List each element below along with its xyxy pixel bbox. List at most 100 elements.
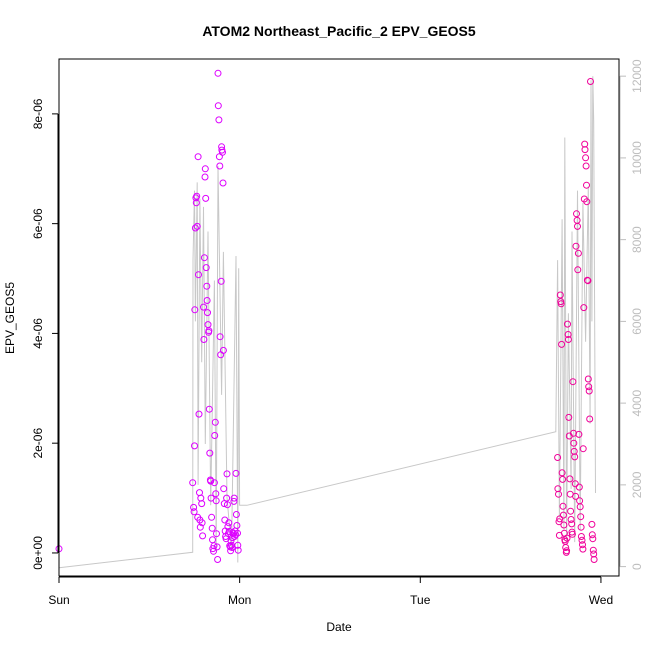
data-point bbox=[580, 304, 588, 312]
data-point bbox=[193, 192, 201, 200]
data-point bbox=[194, 153, 202, 161]
data-point bbox=[208, 524, 216, 532]
data-point bbox=[581, 146, 589, 154]
data-point bbox=[577, 513, 585, 521]
data-point bbox=[585, 387, 593, 395]
data-point bbox=[571, 453, 579, 461]
data-point bbox=[191, 306, 199, 314]
data-point bbox=[214, 102, 222, 110]
data-point bbox=[202, 194, 210, 202]
data-point bbox=[564, 336, 572, 343]
data-point bbox=[579, 445, 587, 453]
data-point bbox=[210, 479, 218, 487]
data-point bbox=[233, 522, 241, 529]
data-point bbox=[219, 148, 226, 156]
data-point bbox=[575, 483, 583, 491]
data-point bbox=[189, 479, 197, 487]
chart-title: ATOM2 Northeast_Pacific_2 EPV_GEOS5 bbox=[202, 23, 476, 39]
data-point bbox=[574, 249, 582, 257]
points-layer bbox=[55, 69, 598, 563]
data-point bbox=[219, 179, 227, 187]
x-tick-label: Mon bbox=[228, 593, 251, 607]
data-point bbox=[223, 501, 231, 509]
x-tick-label: Tue bbox=[410, 593, 431, 607]
data-point bbox=[191, 224, 199, 232]
data-point bbox=[563, 547, 571, 555]
data-point bbox=[200, 254, 208, 262]
data-point bbox=[230, 497, 238, 505]
data-point bbox=[564, 331, 572, 338]
y2-tick-label: 2000 bbox=[630, 471, 644, 498]
data-point bbox=[583, 181, 590, 189]
data-point bbox=[211, 432, 219, 439]
data-point bbox=[562, 544, 570, 551]
data-point bbox=[224, 523, 232, 531]
data-point bbox=[588, 531, 596, 539]
data-point bbox=[570, 439, 578, 447]
data-point bbox=[198, 519, 206, 527]
data-point bbox=[558, 340, 566, 348]
altitude-layer bbox=[58, 76, 596, 569]
data-point bbox=[203, 297, 211, 304]
data-point bbox=[579, 541, 586, 549]
data-point bbox=[190, 508, 198, 516]
data-point bbox=[210, 542, 218, 550]
data-point bbox=[565, 413, 573, 421]
data-point bbox=[214, 69, 222, 77]
data-point bbox=[200, 303, 207, 311]
data-point bbox=[217, 277, 225, 285]
data-point bbox=[201, 173, 209, 181]
data-point bbox=[575, 430, 583, 438]
data-point bbox=[234, 541, 242, 549]
data-point bbox=[558, 469, 566, 477]
y-tick-label: 2e-06 bbox=[31, 428, 45, 459]
data-point bbox=[195, 410, 203, 418]
data-point bbox=[574, 266, 582, 274]
data-point bbox=[220, 485, 228, 493]
y2-tick-label: 4000 bbox=[630, 389, 644, 416]
data-point bbox=[582, 154, 590, 162]
x-axis-label: Date bbox=[326, 620, 352, 634]
data-point bbox=[227, 537, 235, 545]
data-point bbox=[192, 199, 200, 207]
y-axis-label: EPV_GEOS5 bbox=[3, 282, 17, 354]
data-point bbox=[563, 534, 571, 542]
data-point bbox=[203, 282, 211, 290]
data-point bbox=[195, 271, 202, 279]
y2-tick-label: 10000 bbox=[630, 141, 644, 175]
data-point bbox=[208, 513, 216, 521]
data-point bbox=[584, 375, 592, 383]
data-point bbox=[559, 511, 567, 519]
data-point bbox=[232, 469, 240, 477]
data-point bbox=[577, 533, 585, 540]
data-point bbox=[216, 162, 224, 170]
data-point bbox=[568, 530, 576, 538]
y-tick-label: 8e-06 bbox=[31, 98, 45, 129]
data-point bbox=[589, 535, 597, 543]
data-point bbox=[223, 494, 231, 502]
data-point bbox=[212, 497, 220, 505]
axes-layer: Sun Mon Tue Wed 0e+00 2e-06 4e-06 6e-06 8e-06 0 20… bbox=[31, 59, 644, 607]
data-point bbox=[223, 470, 231, 478]
data-point bbox=[190, 503, 198, 511]
data-point bbox=[567, 507, 575, 515]
data-point bbox=[567, 516, 575, 523]
data-point bbox=[585, 383, 593, 391]
data-point bbox=[234, 546, 242, 554]
data-point bbox=[214, 556, 222, 563]
data-point bbox=[587, 78, 594, 85]
data-point bbox=[211, 418, 219, 426]
x-tick-label: Wed bbox=[589, 593, 613, 607]
y-tick-label: 6e-06 bbox=[31, 208, 45, 239]
data-point bbox=[572, 242, 580, 250]
data-point bbox=[230, 494, 238, 502]
data-point bbox=[589, 546, 597, 554]
data-point bbox=[216, 333, 224, 341]
data-point bbox=[584, 277, 592, 285]
data-point bbox=[191, 442, 198, 450]
data-point bbox=[213, 530, 220, 538]
data-point bbox=[576, 503, 584, 511]
data-point bbox=[554, 454, 562, 461]
plot-frame bbox=[58, 58, 620, 577]
